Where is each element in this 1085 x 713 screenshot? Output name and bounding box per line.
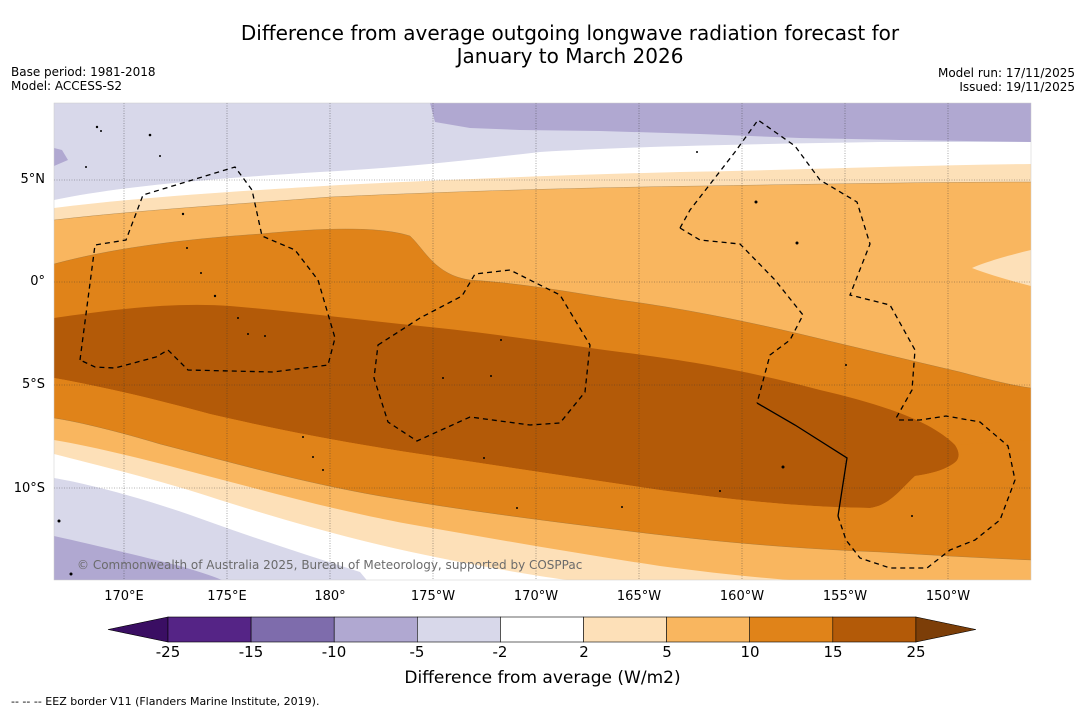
lon-tick-175e: 175°E [207,589,247,604]
colorbar-segment [500,616,584,643]
map-field [54,103,1031,580]
model-run: Model run: 17/11/2025 [937,66,1075,80]
colorbar-label: 15 [823,643,843,661]
lat-tick-0: 0° [30,274,45,289]
lon-tick-175w: 175°W [410,589,456,604]
lon-tick-165w: 165°W [616,589,662,604]
lat-tick-5s: 5°S [21,377,45,392]
lon-tick-150w: 150°W [925,589,971,604]
colorbar-extend-low [107,616,169,643]
colorbar-label: 25 [906,643,926,661]
lon-tick-180: 180° [314,589,346,604]
colorbar [107,616,976,643]
colorbar-segment [666,616,750,643]
issued-date: Issued: 19/11/2025 [959,80,1075,94]
meta-left: Base period: 1981-2018 Model: ACCESS-S2 [11,65,156,93]
title-line-1: Difference from average outgoing longwav… [240,21,900,45]
colorbar-label: 2 [579,643,589,661]
eez-line-islands-north [679,119,916,421]
colorbar-segment [250,616,335,643]
islands [57,125,913,576]
colorbar-label: -25 [155,643,181,661]
meta-right: Model run: 17/11/2025 Issued: 19/11/2025 [938,66,1075,94]
colorbar-label: 5 [662,643,672,661]
colorbar-label: 10 [740,643,760,661]
map-frame [53,102,1032,581]
colorbar-label: -15 [238,643,264,661]
colorbar-segment [333,616,418,643]
eez-line-islands-south [679,227,804,404]
colorbar-label: -2 [492,643,508,661]
lon-tick-170e: 170°E [104,589,144,604]
lon-tick-170w: 170°W [513,589,559,604]
colorbar-segment [749,616,834,643]
band-neg10-top-left [54,148,68,166]
band-pos15 [54,304,959,508]
band-neg10-top [430,103,1031,142]
model-name: Model: ACCESS-S2 [11,79,123,93]
eez-tuvalu [79,166,336,373]
eez-phoenix [373,269,591,442]
lat-tick-10s: 10°S [13,481,45,496]
colorbar-label: -10 [321,643,347,661]
colorbar-segment [167,616,252,643]
gridlines [54,103,1031,580]
colorbar-title: Difference from average (W/m2) [404,668,681,688]
title-line-2: January to March 2026 [456,44,684,68]
colorbar-segment [832,616,917,643]
colorbar-segment [416,616,501,643]
lat-tick-5n: 5°N [20,172,46,187]
lon-tick-155w: 155°W [822,589,868,604]
base-period: Base period: 1981-2018 [11,65,156,79]
band-pos2-east-patch [972,250,1031,286]
colorbar-label: -5 [409,643,425,661]
band-neg10-south [54,536,222,580]
eez-solid-borders [756,402,848,517]
chart-title: Difference from average outgoing longwav… [0,22,1085,68]
contour-lines [54,181,1031,561]
colorbar-segment [583,616,667,643]
band-pos10-south [54,378,1031,560]
colorbar-extend-high [915,616,976,643]
copyright-notice: © Commonwealth of Australia 2025, Bureau… [77,558,583,572]
eez-borders [79,119,1016,569]
eez-footnote: -- -- -- EEZ border V11 (Flanders Marine… [11,695,320,708]
lon-tick-160w: 160°W [719,589,765,604]
